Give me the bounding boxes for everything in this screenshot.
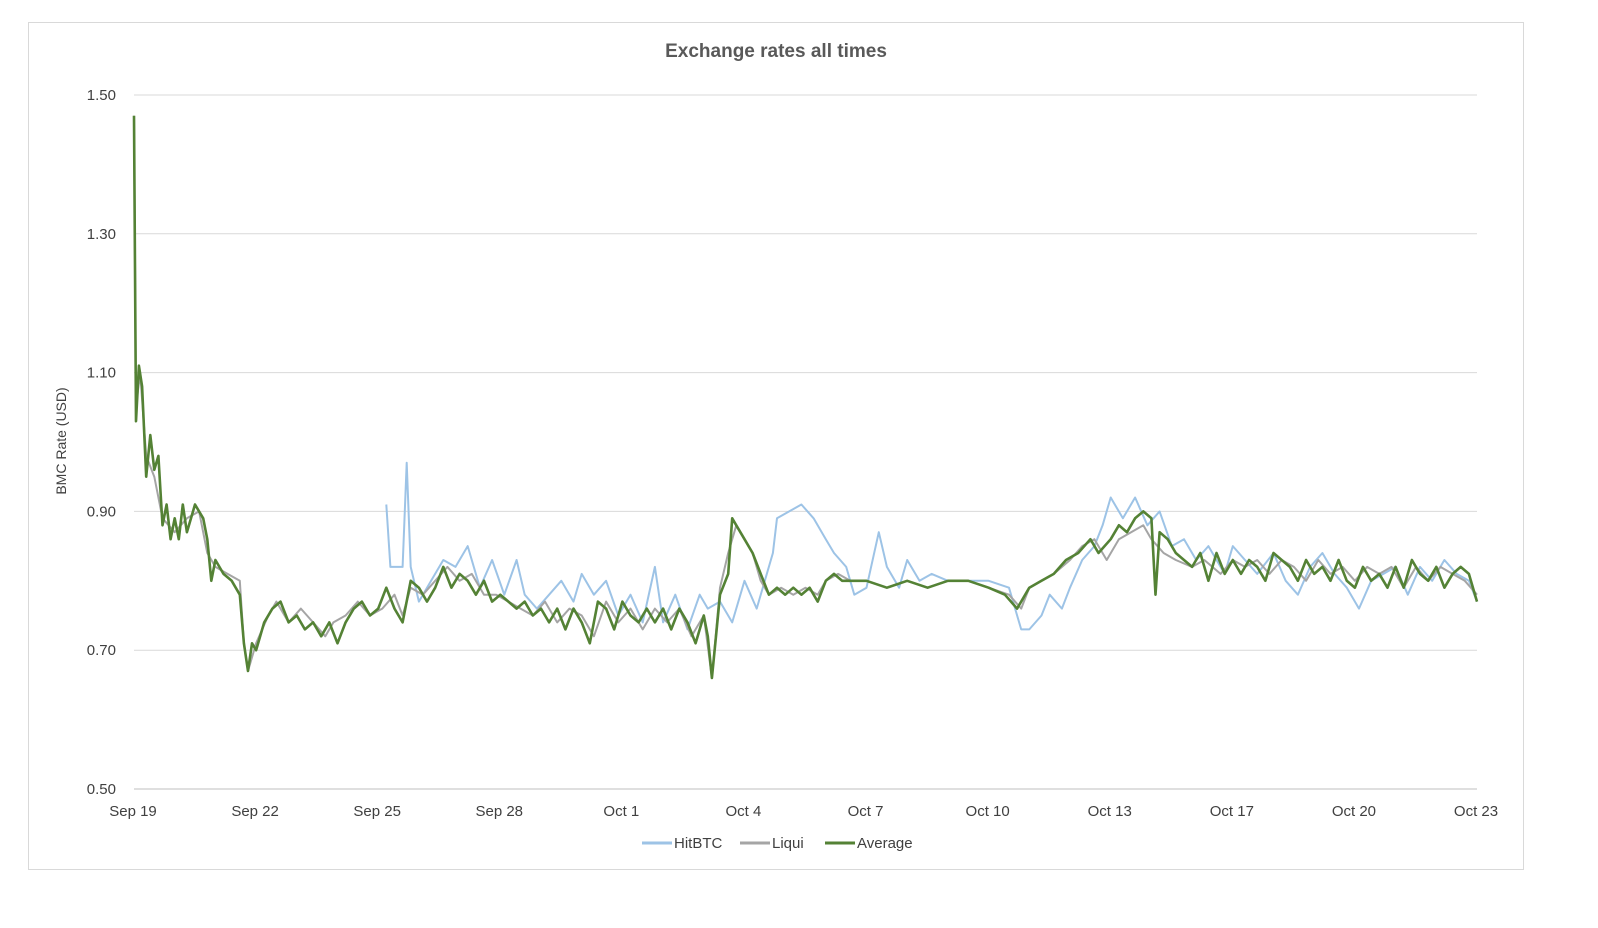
y-axis-tick-labels: 1.50 1.30 1.10 0.90 0.70 0.50: [87, 87, 116, 798]
x-tick-label: Oct 1: [603, 803, 639, 820]
legend-label-hitbtc: HitBTC: [674, 835, 723, 852]
chart-frame: [28, 22, 1524, 870]
y-tick-label: 0.90: [87, 503, 116, 520]
series-line-hitbtc: [385, 461, 1478, 631]
x-tick-label: Oct 4: [726, 803, 762, 820]
y-tick-label: 1.10: [87, 365, 116, 382]
x-tick-label: Sep 19: [109, 803, 157, 820]
y-axis-label: BMC Rate (USD): [53, 387, 69, 494]
x-tick-label: Sep 22: [231, 803, 279, 820]
series-line-liqui: [133, 115, 1478, 679]
x-tick-label: Oct 7: [848, 803, 884, 820]
x-tick-label: Oct 13: [1088, 803, 1132, 820]
y-tick-label: 0.50: [87, 781, 116, 798]
x-tick-label: Sep 25: [353, 803, 401, 820]
x-tick-label: Oct 10: [966, 803, 1010, 820]
y-tick-label: 1.50: [87, 87, 116, 104]
x-axis-tick-labels: Sep 19 Sep 22 Sep 25 Sep 28 Oct 1 Oct 4 Oct 7 O…: [109, 803, 1498, 820]
x-tick-label: Oct 23: [1454, 803, 1498, 820]
x-tick-label: Oct 20: [1332, 803, 1376, 820]
x-tick-label: Sep 28: [475, 803, 523, 820]
x-tick-label: Oct 17: [1210, 803, 1254, 820]
series-lines: [132, 115, 1479, 680]
chart-title: Exchange rates all times: [665, 41, 887, 62]
series-line-average: [132, 115, 1479, 680]
y-tick-label: 0.70: [87, 642, 116, 659]
legend: HitBTC Liqui Average: [642, 835, 913, 852]
y-gridlines: [134, 94, 1477, 790]
legend-label-average: Average: [857, 835, 913, 852]
legend-label-liqui: Liqui: [772, 835, 804, 852]
y-tick-label: 1.30: [87, 226, 116, 243]
